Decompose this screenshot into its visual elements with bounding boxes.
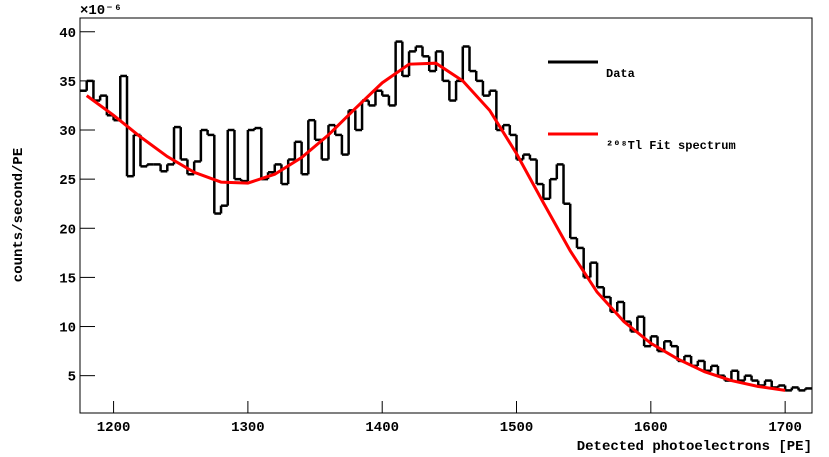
x-tick-label: 1500 <box>500 420 534 436</box>
histogram-step <box>85 41 807 391</box>
x-tick-label: 1400 <box>365 420 399 436</box>
y-tick-label: 20 <box>59 222 76 238</box>
y-tick-label: 40 <box>59 26 76 42</box>
y-multiplier: ×10⁻⁶ <box>80 3 122 19</box>
plot-frame <box>79 17 813 414</box>
legend-label: ²⁰⁸Tl Fit spectrum <box>606 139 736 153</box>
y-tick-label: 30 <box>59 124 76 140</box>
y-tick-label: 10 <box>59 321 76 337</box>
x-axis-label: Detected photoelectrons [PE] <box>577 439 812 455</box>
x-tick-label: 1700 <box>768 420 802 436</box>
y-tick-label: 5 <box>68 370 76 386</box>
y-tick-label: 35 <box>59 75 76 91</box>
y-axis-label: counts/second/PE <box>11 148 27 282</box>
x-tick-label: 1300 <box>231 420 265 436</box>
legend-label: Data <box>606 67 635 81</box>
fit-curve <box>85 61 786 392</box>
y-tick-label: 15 <box>59 271 76 287</box>
x-tick-label: 1200 <box>97 420 131 436</box>
x-tick-label: 1600 <box>634 420 668 436</box>
y-tick-label: 25 <box>59 173 76 189</box>
